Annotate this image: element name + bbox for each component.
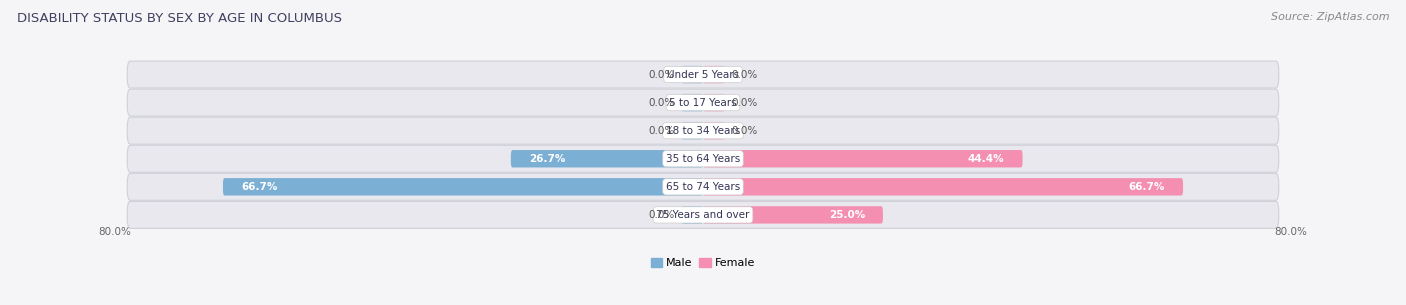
Text: 0.0%: 0.0% — [731, 98, 758, 108]
FancyBboxPatch shape — [127, 201, 1279, 228]
FancyBboxPatch shape — [682, 94, 703, 111]
Text: 0.0%: 0.0% — [731, 126, 758, 136]
Text: 44.4%: 44.4% — [967, 154, 1004, 164]
Text: 66.7%: 66.7% — [1129, 182, 1166, 192]
Text: 80.0%: 80.0% — [98, 227, 131, 237]
Text: 35 to 64 Years: 35 to 64 Years — [666, 154, 740, 164]
Legend: Male, Female: Male, Female — [647, 253, 759, 273]
Text: 0.0%: 0.0% — [731, 70, 758, 80]
Text: DISABILITY STATUS BY SEX BY AGE IN COLUMBUS: DISABILITY STATUS BY SEX BY AGE IN COLUM… — [17, 12, 342, 25]
FancyBboxPatch shape — [127, 89, 1279, 116]
FancyBboxPatch shape — [127, 145, 1279, 172]
FancyBboxPatch shape — [682, 66, 703, 83]
Text: 66.7%: 66.7% — [240, 182, 277, 192]
FancyBboxPatch shape — [510, 150, 703, 167]
FancyBboxPatch shape — [703, 206, 883, 224]
FancyBboxPatch shape — [703, 150, 1022, 167]
FancyBboxPatch shape — [127, 117, 1279, 144]
FancyBboxPatch shape — [127, 61, 1279, 88]
Text: 0.0%: 0.0% — [648, 126, 675, 136]
Text: 65 to 74 Years: 65 to 74 Years — [666, 182, 740, 192]
Text: 0.0%: 0.0% — [648, 70, 675, 80]
Text: 25.0%: 25.0% — [828, 210, 865, 220]
Text: 0.0%: 0.0% — [648, 210, 675, 220]
FancyBboxPatch shape — [682, 122, 703, 139]
FancyBboxPatch shape — [703, 122, 724, 139]
FancyBboxPatch shape — [703, 94, 724, 111]
Text: 18 to 34 Years: 18 to 34 Years — [666, 126, 740, 136]
FancyBboxPatch shape — [703, 178, 1182, 196]
Text: Source: ZipAtlas.com: Source: ZipAtlas.com — [1271, 12, 1389, 22]
Text: 26.7%: 26.7% — [529, 154, 565, 164]
Text: Under 5 Years: Under 5 Years — [666, 70, 740, 80]
FancyBboxPatch shape — [703, 66, 724, 83]
Text: 80.0%: 80.0% — [1275, 227, 1308, 237]
FancyBboxPatch shape — [127, 173, 1279, 200]
Text: 75 Years and over: 75 Years and over — [657, 210, 749, 220]
Text: 0.0%: 0.0% — [648, 98, 675, 108]
FancyBboxPatch shape — [682, 206, 703, 224]
Text: 5 to 17 Years: 5 to 17 Years — [669, 98, 737, 108]
FancyBboxPatch shape — [224, 178, 703, 196]
